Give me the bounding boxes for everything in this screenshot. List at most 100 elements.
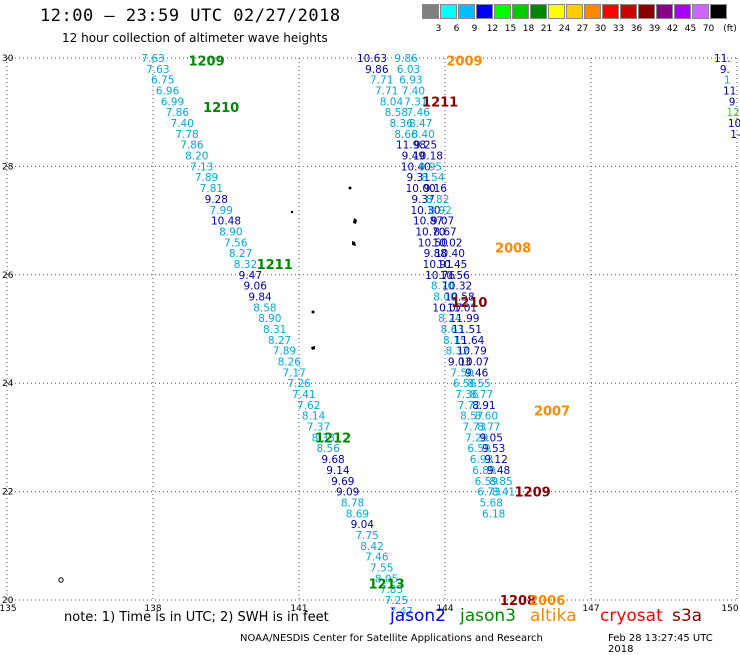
wave-height-value: 9.	[720, 64, 730, 76]
legend-label: 9	[471, 24, 478, 34]
legend-label: 15	[504, 24, 517, 34]
track-time-label: 2009	[446, 55, 482, 70]
wave-height-value: 10.91	[423, 259, 453, 271]
wave-height-value: 10.40	[401, 161, 431, 173]
wave-height-value: 8.31	[263, 324, 286, 336]
wave-height-value: 8.00	[433, 291, 456, 303]
island	[348, 186, 352, 190]
wave-height-value: 1-	[730, 129, 740, 141]
lon-tick-label: 147	[582, 604, 599, 614]
legend-swatch	[422, 4, 439, 19]
wave-height-value: 7.71	[375, 86, 398, 98]
wave-height-value: 8.58	[385, 107, 408, 119]
wave-height-value: 8.27	[229, 248, 252, 260]
wave-height-value: 8.56	[317, 443, 341, 455]
wave-height-value: 8.40	[411, 129, 434, 141]
legend-swatch	[494, 4, 511, 19]
wave-height-value: 10.07	[432, 302, 462, 314]
wave-height-value: 6.93	[399, 75, 422, 87]
wave-height-value: 7.63	[141, 53, 164, 65]
legend-swatch	[620, 4, 637, 19]
wave-height-value: 9.84	[248, 291, 272, 303]
island	[311, 310, 315, 314]
legend-label: 6	[453, 24, 460, 34]
legend-swatch	[440, 4, 457, 19]
track-time-label: 2006	[529, 594, 565, 609]
wave-height-value: 9.95	[419, 161, 442, 173]
wave-height-value: 9.48	[487, 465, 510, 477]
wave-height-value: 7.40	[402, 86, 425, 98]
wave-height-value: 10	[728, 118, 740, 130]
wave-height-value: 8.20	[185, 151, 208, 163]
wave-height-value: 10.79	[457, 346, 487, 358]
wave-height-value: 7.46	[407, 107, 431, 119]
wave-height-value: 8.14	[302, 411, 326, 423]
lon-tick-label: 135	[0, 604, 17, 614]
wave-height-value: 7.25	[385, 595, 408, 607]
wave-height-value: 9.49	[402, 151, 425, 163]
wave-height-value: 7.73	[463, 422, 486, 434]
wave-height-value: 9.86	[365, 64, 389, 76]
wave-height-value: 7.56	[224, 237, 248, 249]
wave-height-value: 9	[729, 96, 736, 108]
wave-height-value: 7.26	[287, 378, 311, 390]
track-3: 9.866.036.937.407.317.468.478.409.2510.1…	[394, 53, 515, 499]
track-time-label: 1211	[257, 258, 293, 273]
legend-label: 42	[666, 24, 679, 34]
wave-height-value: 10.58	[445, 291, 475, 303]
island-outline	[58, 577, 64, 583]
track-1: 7.637.636.756.966.997.867.407.787.868.20…	[141, 53, 413, 618]
wave-height-value: 11	[723, 86, 736, 98]
satellite-cryosat: cryosat	[600, 606, 663, 626]
legend-swatch	[548, 4, 565, 19]
wave-height-value: 9.04	[351, 519, 375, 531]
track-time-label: 1212	[315, 431, 351, 446]
wave-height-value: 6.56	[453, 378, 477, 390]
legend-label: 70	[702, 24, 715, 34]
wave-height-value: 10.32	[442, 281, 472, 293]
wave-height-value: 8.36	[390, 118, 414, 130]
wave-height-value: 8.77	[477, 422, 500, 434]
wave-height-value: 8.82	[426, 194, 449, 206]
wave-height-value: 8.32	[234, 259, 257, 271]
lat-tick-label: 28	[2, 162, 14, 172]
legend-swatch	[710, 4, 727, 19]
wave-height-value: 6.96	[156, 86, 180, 98]
wave-height-value: 9.46	[465, 367, 489, 379]
wave-height-value: 9.03	[448, 357, 471, 369]
wave-height-value: 7.37	[307, 422, 330, 434]
wave-height-value: 9.37	[411, 194, 434, 206]
wave-height-value: 7.31	[404, 96, 427, 108]
wave-height-value: 8.90	[219, 226, 242, 238]
wave-height-value: 6.89	[472, 465, 495, 477]
wave-height-value: 8.57	[460, 411, 483, 423]
lat-tick-label: 22	[2, 488, 13, 498]
legend-swatch	[458, 4, 475, 19]
wave-height-value: 7.78	[175, 129, 198, 141]
wave-height-value: 6.03	[397, 64, 420, 76]
wave-height-value: 8.33	[312, 432, 335, 444]
wave-height-value: 7.81	[200, 183, 223, 195]
wave-height-value: 11.01	[447, 302, 477, 314]
wave-height-value: 7.86	[180, 140, 204, 152]
credit-text: NOAA/NESDIS Center for Satellite Applica…	[240, 633, 543, 644]
wave-height-value: 10.50	[418, 237, 448, 249]
wave-height-value: 10.18	[413, 151, 443, 163]
wave-height-value: 10.87	[413, 216, 443, 228]
track-time-label: 1210	[451, 296, 487, 311]
wave-height-value: 6.18	[482, 508, 505, 520]
wave-height-value: 10.63	[357, 53, 387, 65]
wave-height-value: 10.45	[437, 259, 467, 271]
wave-height-value: 7.71	[370, 75, 393, 87]
wave-height-value: 7.36	[455, 389, 479, 401]
track-time-label: 1211	[422, 95, 458, 110]
wave-height-value: 9.86	[394, 53, 418, 65]
wave-height-value: 7.89	[273, 346, 296, 358]
track-labels: 1209 1210 1211 1212 1213 2009 1211 2008 1210 2007…	[188, 55, 570, 609]
wave-height-value: 8.42	[360, 541, 383, 553]
wave-height-value: 8.69	[346, 508, 369, 520]
wave-height-value: 7.40	[171, 118, 194, 130]
wave-height-value: 8.54	[421, 172, 445, 184]
wave-height-value: 7.72	[458, 400, 481, 412]
legend-swatch	[638, 4, 655, 19]
